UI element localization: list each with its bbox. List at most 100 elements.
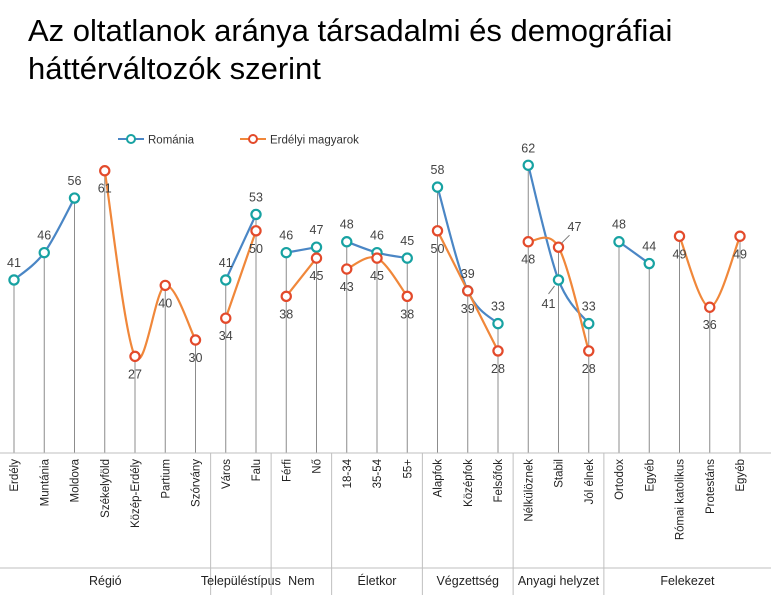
series-0-point-21 xyxy=(643,257,655,270)
data-label-1-12: 45 xyxy=(370,269,384,283)
tick-label-20: Ortodox xyxy=(614,459,626,500)
tick-label-7: Város xyxy=(221,459,233,489)
series-0-point-19 xyxy=(583,317,595,330)
series-1-point-15 xyxy=(462,285,474,297)
tick-label-1: Muntánia xyxy=(39,458,51,506)
tick-label-0: Erdély xyxy=(9,459,21,492)
data-label-1-22: 49 xyxy=(673,247,687,261)
data-label-0-7: 41 xyxy=(219,256,233,270)
group-label-3: Életkor xyxy=(358,573,397,588)
tick-label-21: Egyéb xyxy=(644,459,656,492)
series-0-point-7 xyxy=(220,274,232,286)
tick-label-24: Egyéb xyxy=(735,459,747,492)
series-0-point-9 xyxy=(280,246,292,259)
series-0-point-0 xyxy=(8,274,20,286)
series-1-point-22 xyxy=(673,230,686,242)
series-1-line-1 xyxy=(224,230,258,319)
series-1-point-9 xyxy=(280,290,292,303)
series-1-point-12 xyxy=(371,252,383,264)
series-1-point-17 xyxy=(522,236,534,248)
data-label-0-8: 53 xyxy=(249,190,263,204)
data-label-0-10: 47 xyxy=(310,223,324,237)
tick-label-15: Középfok xyxy=(463,459,475,507)
tick-label-23: Protestáns xyxy=(705,459,717,514)
leader-0-18 xyxy=(548,285,555,295)
data-label-0-13: 45 xyxy=(400,234,414,248)
series-1-point-23 xyxy=(704,301,716,313)
tick-label-8: Falu xyxy=(251,459,263,481)
tick-label-9: Férfi xyxy=(281,459,293,482)
category-axis: Erdély Muntánia Moldova Székelyföld Közép-Er… xyxy=(0,452,771,595)
data-label-0-17: 62 xyxy=(521,141,535,155)
group-label-1: Településtípus xyxy=(201,574,281,588)
data-label-1-7: 34 xyxy=(219,329,233,343)
legend-swatch-marker-0 xyxy=(126,134,136,144)
data-labels: 41 46 56 41 53 46 47 48 46 45 58 39 33 62 41 33 48 44 61 27… xyxy=(7,141,747,381)
tick-label-16: Felsőfok xyxy=(493,459,505,503)
data-label-1-14: 50 xyxy=(431,242,445,256)
data-label-0-12: 46 xyxy=(370,229,384,243)
data-label-1-9: 38 xyxy=(279,307,293,321)
series-1-line-0 xyxy=(103,170,197,361)
legend: Románia Erdélyi magyarok xyxy=(118,134,359,147)
series-markers xyxy=(8,159,746,363)
tick-label-11: 18-34 xyxy=(342,458,354,488)
data-label-1-6: 30 xyxy=(189,351,203,365)
series-1-point-19 xyxy=(583,345,595,357)
data-label-0-19: 33 xyxy=(582,300,596,314)
series-0-point-2 xyxy=(68,192,81,204)
data-label-0-0: 41 xyxy=(7,256,21,270)
series-0-point-18 xyxy=(552,274,565,286)
data-label-1-4: 27 xyxy=(128,367,142,381)
data-label-1-23: 36 xyxy=(703,318,717,332)
series-1-line-6 xyxy=(678,235,742,309)
group-label-2: Nem xyxy=(288,574,314,588)
tick-label-17: Nélkülöznek xyxy=(523,459,535,522)
series-1-point-16 xyxy=(492,345,504,357)
data-label-0-18: 41 xyxy=(542,297,556,311)
data-label-1-19: 28 xyxy=(582,362,596,376)
tick-label-22: Római katolikus xyxy=(675,459,687,540)
series-0-point-1 xyxy=(38,246,50,259)
series-0-point-16 xyxy=(492,317,504,330)
data-label-0-1: 46 xyxy=(37,229,51,243)
data-label-1-10: 45 xyxy=(310,269,324,283)
series-1-point-3 xyxy=(99,165,111,177)
series-1-point-7 xyxy=(220,312,232,324)
tick-label-18: Stabil xyxy=(554,459,566,488)
tick-label-12: 35-54 xyxy=(372,458,384,488)
legend-swatch-marker-1 xyxy=(248,134,258,144)
data-label-0-21: 44 xyxy=(642,240,656,254)
tick-label-3: Székelyföld xyxy=(100,459,112,518)
data-label-1-3: 61 xyxy=(98,182,112,196)
leader-1-18 xyxy=(561,234,570,244)
series-1-point-18 xyxy=(552,241,565,253)
data-label-1-5: 40 xyxy=(158,296,172,310)
data-label-0-2: 56 xyxy=(68,174,82,188)
data-label-1-15: 39 xyxy=(461,302,475,316)
tick-label-14: Alapfok xyxy=(433,459,445,498)
category-gridlines xyxy=(13,165,741,453)
series-1-point-10 xyxy=(310,252,323,264)
series-1-point-13 xyxy=(401,290,413,303)
data-label-1-11: 43 xyxy=(340,280,354,294)
data-label-1-13: 38 xyxy=(400,307,414,321)
data-label-1-16: 28 xyxy=(491,362,505,376)
series-0-point-8 xyxy=(250,208,262,221)
series-0-point-10 xyxy=(310,241,323,253)
data-label-1-8: 50 xyxy=(249,242,263,256)
tick-label-13: 55+ xyxy=(402,459,414,479)
group-label-4: Végzettség xyxy=(436,574,499,588)
chart-title: Az oltatlanok aránya társadalmi és demog… xyxy=(28,13,673,86)
legend-label-0: Románia xyxy=(148,135,195,147)
series-1-point-4 xyxy=(129,350,141,363)
series-1-point-5 xyxy=(159,279,171,292)
group-label-5: Anyagi helyzet xyxy=(518,574,600,588)
tick-label-2: Moldova xyxy=(70,458,82,502)
tick-label-6: Szórvány xyxy=(191,459,203,507)
group-label-0: Régió xyxy=(89,574,122,588)
data-label-0-11: 48 xyxy=(340,218,354,232)
series-1-point-14 xyxy=(431,225,444,237)
data-label-1-24: 49 xyxy=(733,247,747,261)
